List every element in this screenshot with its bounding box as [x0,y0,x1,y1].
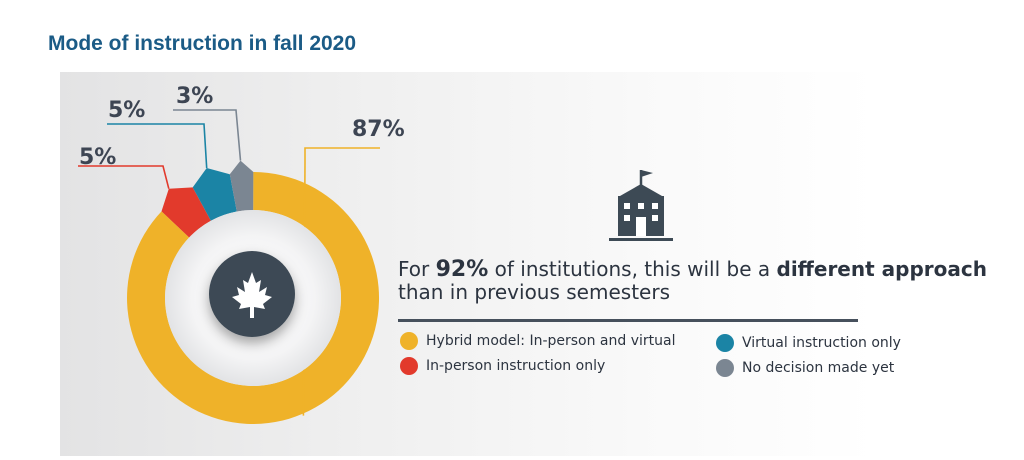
donut-slice-hybrid [127,172,380,424]
legend-swatch-virtual [716,334,734,352]
leader-line-in-person [78,165,170,189]
maple-leaf-icon [232,272,272,318]
legend-swatch-no-decision [716,359,734,377]
headline-prefix: For [398,257,436,281]
headline-middle: of institutions, this will be a [488,257,777,281]
legend-label-no-decision: No decision made yet [742,360,895,376]
headline-percentage: 92% [435,257,489,282]
donut-slice-in-person [161,187,211,238]
slice-label-in-person: 5% [79,145,117,170]
page-title: Mode of instruction in fall 2020 [48,32,357,55]
legend-label-hybrid: Hybrid model: In-person and virtual [426,333,676,349]
slice-label-no-decision: 3% [176,84,214,109]
legend-item-in-person: In-person instruction only [400,357,605,375]
legend-item-virtual: Virtual instruction only [716,334,901,352]
headline-suffix: than in previous semesters [398,280,670,304]
slice-label-hybrid: 87% [352,117,405,142]
divider [398,319,858,322]
donut-slice-no-decision [229,160,254,212]
legend-label-in-person: In-person instruction only [426,358,606,374]
leader-line-no-decision [173,109,242,161]
leader-line-virtual [107,123,208,169]
legend-item-no-decision: No decision made yet [716,359,894,377]
legend-item-hybrid: Hybrid model: In-person and virtual [400,332,675,350]
slice-label-virtual: 5% [108,98,146,123]
headline-text: For 92% of institutions, this will be a … [398,258,1018,304]
headline-emphasis: different approach [776,257,987,281]
school-building-icon [609,170,673,241]
donut-slice-virtual [192,168,237,221]
legend-swatch-in-person [400,357,418,375]
legend-swatch-hybrid [400,332,418,350]
legend-label-virtual: Virtual instruction only [742,335,901,351]
